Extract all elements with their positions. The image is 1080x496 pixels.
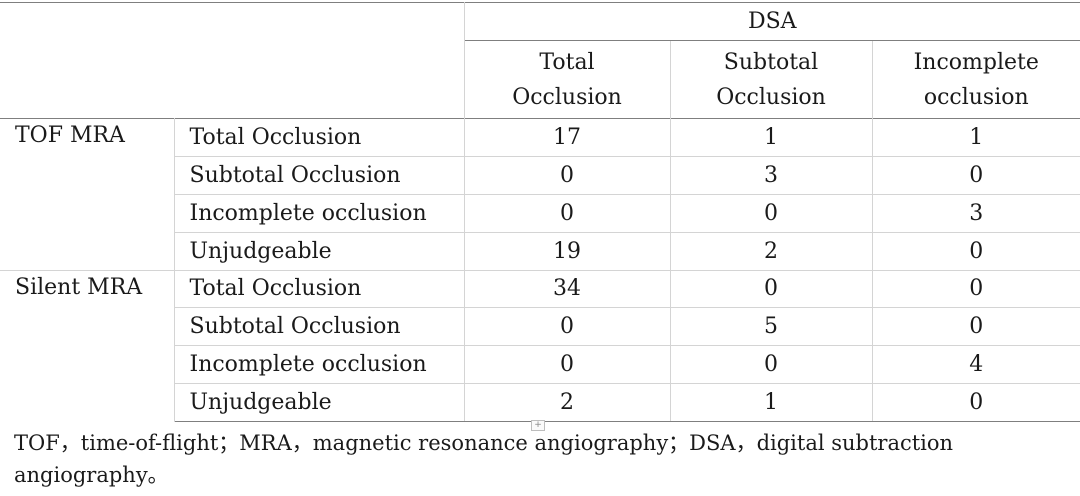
value-cell: 0 [464,307,671,346]
value-cell: 19 [464,231,671,270]
value-cell: 2 [464,383,671,422]
value-cell: 0 [872,383,1080,422]
header-empty-cell [0,2,465,119]
table-footnote: TOF，time-of-flight；MRA，magnetic resonanc… [14,431,954,487]
column-header-line1: Total [539,49,595,75]
value-cell: 2 [670,231,873,270]
table-row: Incomplete occlusion 0 0 3 [0,193,1080,233]
header-row-group: DSA [0,2,1080,119]
column-header-line2: Occlusion [716,84,826,110]
row-label: Total Occlusion [174,269,465,308]
value-cell: 0 [872,155,1080,195]
value-cell: 1 [872,118,1080,157]
row-label: Subtotal Occlusion [174,155,465,195]
value-cell: 17 [464,118,671,157]
column-header-total: Total Occlusion [464,40,671,119]
results-table: DSA Total Occlusion Subtotal Occlusion I… [0,2,1080,422]
value-cell: 4 [872,345,1080,384]
column-header-subtotal: Subtotal Occlusion [670,40,873,119]
value-cell: 1 [670,383,873,422]
table-row: Incomplete occlusion 0 0 4 [0,345,1080,384]
value-cell: 3 [670,155,873,195]
value-cell: 0 [670,345,873,384]
value-cell: 5 [670,307,873,346]
column-header-line2: occlusion [923,84,1029,110]
table-row: Unjudgeable 2 1 0 [0,383,1080,422]
value-cell: 0 [872,307,1080,346]
row-label: Incomplete occlusion [174,345,465,384]
value-cell: 1 [670,118,873,157]
row-label: Incomplete occlusion [174,193,465,233]
row-label: Subtotal Occlusion [174,307,465,346]
row-label: Total Occlusion [174,118,465,157]
table-row: Silent MRA Total Occlusion 34 0 0 [0,269,1080,422]
header-row-columns: Total Occlusion Subtotal Occlusion Incom… [0,40,1080,119]
method-cell-silent: Silent MRA [0,269,175,422]
method-cell-tof: TOF MRA [0,118,175,270]
value-cell: 0 [464,193,671,233]
table-row: Unjudgeable 19 2 0 [0,231,1080,270]
row-label: Unjudgeable [174,231,465,270]
value-cell: 3 [872,193,1080,233]
value-cell: 0 [670,269,873,308]
value-cell: 0 [464,345,671,384]
table-row: Subtotal Occlusion 0 3 0 [0,155,1080,195]
value-cell: 0 [872,269,1080,308]
column-header-incomplete: Incomplete occlusion [872,41,1080,119]
table-resize-handle[interactable]: + [531,420,545,431]
value-cell: 0 [670,193,873,233]
table-row: TOF MRA Total Occlusion 17 1 1 [0,118,1080,270]
dsa-group-header: DSA [464,2,1080,41]
value-cell: 0 [872,231,1080,270]
column-header-line2: Occlusion [512,84,622,110]
row-label: Unjudgeable [174,383,465,422]
column-header-line1: Incomplete [913,49,1039,75]
column-header-line1: Subtotal [723,49,819,75]
value-cell: 34 [464,269,671,308]
table-row: Subtotal Occlusion 0 5 0 [0,307,1080,346]
value-cell: 0 [464,155,671,195]
